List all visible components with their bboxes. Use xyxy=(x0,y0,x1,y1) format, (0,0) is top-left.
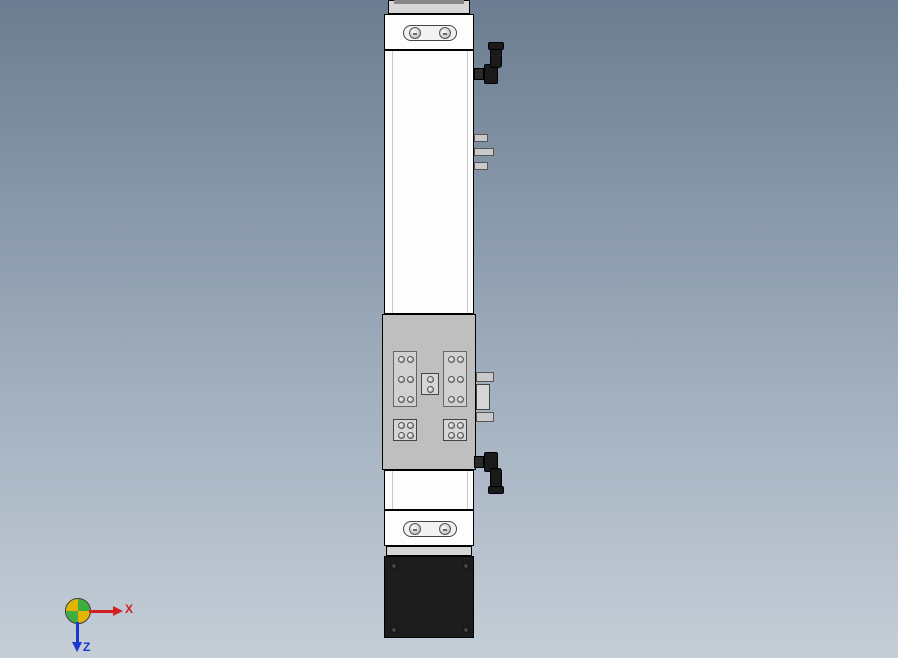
screw-icon xyxy=(407,356,414,363)
rail-groove xyxy=(392,51,393,313)
screw-icon xyxy=(448,356,455,363)
sensor-stub-1a xyxy=(474,134,488,142)
screw-icon xyxy=(407,396,414,403)
screw-icon xyxy=(448,396,455,403)
screw-icon xyxy=(457,396,464,403)
carriage-block xyxy=(382,314,476,470)
mount-pad-right-lower xyxy=(443,419,467,441)
mount-pad-left-lower xyxy=(393,419,417,441)
screw-icon xyxy=(398,422,405,429)
pneumatic-elbow-fitting-top xyxy=(474,54,514,94)
linear-actuator xyxy=(384,0,474,638)
screw-icon xyxy=(407,432,414,439)
screw-icon xyxy=(457,356,464,363)
mount-pad-right-upper xyxy=(443,351,467,407)
rail-groove xyxy=(467,51,468,313)
screw-icon xyxy=(407,376,414,383)
screw-icon xyxy=(457,376,464,383)
screw-icon xyxy=(457,432,464,439)
screw-icon xyxy=(439,27,451,39)
sensor-stub-1b xyxy=(474,148,494,156)
triad-origin-icon xyxy=(65,598,91,624)
z-axis-label: Z xyxy=(83,640,90,654)
z-axis-arrow-icon xyxy=(72,642,82,652)
rail-groove xyxy=(392,471,393,509)
screw-icon xyxy=(398,396,405,403)
rail-groove xyxy=(467,471,468,509)
screw-icon xyxy=(398,356,405,363)
rail-body-lower xyxy=(384,470,474,510)
sensor-stub-1c xyxy=(474,162,488,170)
x-axis-label: X xyxy=(125,602,133,616)
screw-icon xyxy=(398,432,405,439)
screw-icon xyxy=(427,386,434,393)
screw-icon xyxy=(439,523,451,535)
screw-icon xyxy=(398,376,405,383)
screw-icon xyxy=(409,27,421,39)
x-axis-arrow-icon xyxy=(113,606,123,616)
mount-pad-left-upper xyxy=(393,351,417,407)
axis-triad: X Z xyxy=(43,578,113,648)
pneumatic-elbow-fitting-bottom xyxy=(474,450,514,490)
bottom-end-plate xyxy=(384,510,474,546)
sensor-stub-2 xyxy=(476,372,494,382)
z-axis-line xyxy=(76,622,79,644)
motor-bolt-icon xyxy=(391,627,397,633)
top-end-plate xyxy=(384,14,474,50)
screw-icon xyxy=(409,523,421,535)
coupling-spacer xyxy=(386,546,472,556)
sensor-bracket xyxy=(476,384,490,410)
motor-bolt-icon xyxy=(391,563,397,569)
screw-icon xyxy=(448,422,455,429)
sensor-stub-3 xyxy=(476,412,494,422)
screw-icon xyxy=(448,432,455,439)
screw-icon xyxy=(457,422,464,429)
cad-viewport[interactable]: X Z xyxy=(0,0,898,658)
stepper-motor xyxy=(384,556,474,638)
screw-icon xyxy=(448,376,455,383)
top-cap-slot xyxy=(394,0,464,4)
motor-bolt-icon xyxy=(463,563,469,569)
screw-icon xyxy=(407,422,414,429)
x-axis-line xyxy=(89,610,115,613)
screw-icon xyxy=(427,376,434,383)
motor-bolt-icon xyxy=(463,627,469,633)
carriage-center-boss xyxy=(421,373,439,395)
rail-body-upper xyxy=(384,50,474,314)
